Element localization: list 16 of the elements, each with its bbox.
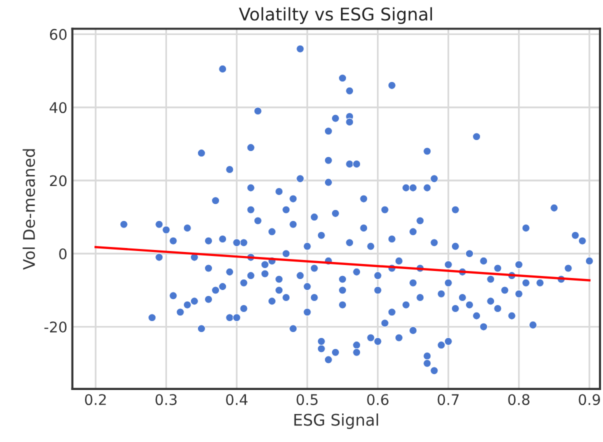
y-axis-title: Vol De-meaned bbox=[22, 149, 36, 270]
x-tick-label: 0.5 bbox=[296, 394, 318, 406]
x-tick-label: 0.8 bbox=[508, 394, 530, 406]
y-tick-label: 20 bbox=[50, 175, 67, 186]
y-tick-label: 40 bbox=[50, 102, 67, 114]
y-tick-label: 0 bbox=[59, 248, 67, 260]
y-tick-label: 60 bbox=[50, 28, 67, 40]
y-tick-label: -20 bbox=[44, 322, 67, 333]
x-axis-title: ESG Signal bbox=[294, 413, 378, 429]
x-tick-label: 0.6 bbox=[367, 394, 388, 406]
x-tick-label: 0.4 bbox=[226, 394, 248, 406]
chart-title: Volatilty vs ESG Signal bbox=[238, 7, 432, 24]
x-tick-label: 0.3 bbox=[156, 394, 177, 406]
x-tick-label: 0.9 bbox=[578, 394, 600, 406]
x-tick-label: 0.2 bbox=[85, 394, 106, 406]
x-tick-label: 0.7 bbox=[438, 394, 459, 406]
